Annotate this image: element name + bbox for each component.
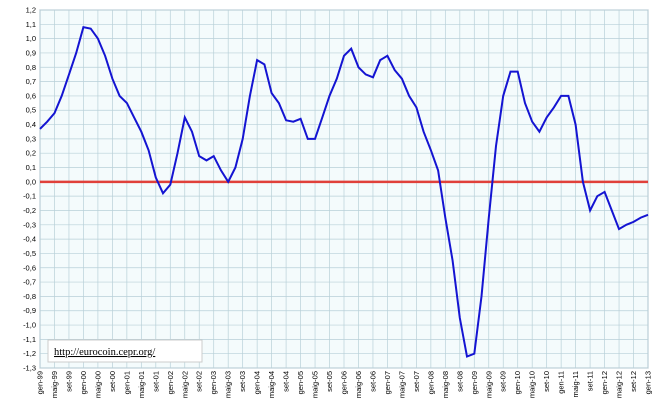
y-tick-label: -1,2 [23, 349, 36, 358]
x-tick-label: gen-06 [340, 371, 349, 394]
x-tick-label: set-09 [499, 371, 508, 392]
y-tick-label: 1,0 [26, 34, 36, 43]
y-tick-label: 0,4 [26, 120, 36, 129]
x-tick-label: maig-01 [137, 371, 146, 398]
y-tick-label: 0,8 [26, 63, 36, 72]
x-tick-label: maig-12 [615, 371, 624, 398]
x-tick-label: gen-09 [470, 371, 479, 394]
x-tick-label: gen-04 [253, 371, 262, 394]
y-tick-label: 0,6 [26, 91, 36, 100]
x-tick-label: maig-00 [93, 371, 102, 398]
x-tick-label: set-05 [325, 371, 334, 392]
x-tick-label: set-03 [238, 371, 247, 392]
x-tick-label: maig-02 [180, 371, 189, 398]
y-tick-label: -0,2 [23, 206, 36, 215]
x-tick-label: maig-05 [311, 371, 320, 398]
x-tick-label: maig-10 [528, 371, 537, 398]
x-tick-label: set-11 [586, 371, 595, 391]
y-tick-label: -0,9 [23, 306, 36, 315]
y-tick-label: -1,0 [23, 321, 36, 330]
y-tick-label: 0,9 [26, 48, 36, 57]
y-tick-label: 0,1 [26, 163, 36, 172]
x-tick-label: set-04 [282, 371, 291, 392]
x-tick-label: maig-08 [441, 371, 450, 398]
x-tick-label: set-01 [151, 371, 160, 392]
x-tick-label: gen-12 [600, 371, 609, 394]
y-tick-label: -0,4 [23, 235, 36, 244]
x-tick-label: gen-10 [513, 371, 522, 394]
y-tick-label: 0,2 [26, 149, 36, 158]
x-tick-label: gen-99 [36, 371, 45, 394]
y-tick-label: 0,5 [26, 106, 36, 115]
y-tick-label: -0,7 [23, 278, 36, 287]
x-tick-label: gen-11 [557, 371, 566, 394]
y-tick-label: 1,1 [26, 20, 36, 29]
x-tick-label: gen-05 [296, 371, 305, 394]
y-tick-label: -1,3 [23, 364, 36, 373]
x-tick-label: set-02 [195, 371, 204, 392]
y-tick-label: -0,5 [23, 249, 36, 258]
x-tick-label: set-10 [542, 371, 551, 392]
y-tick-label: 1,2 [26, 6, 36, 15]
x-tick-label: maig-07 [397, 371, 406, 398]
x-tick-label: set-07 [412, 371, 421, 392]
y-tick-label: -0,8 [23, 292, 36, 301]
annotation-link[interactable]: http://eurocoin.cepr.org/ [54, 347, 155, 358]
x-tick-label: set-99 [64, 371, 73, 392]
y-tick-label: -0,1 [23, 192, 36, 201]
annotation-box [47, 339, 203, 363]
x-tick-label: maig-04 [267, 371, 276, 398]
y-tick-label: -0,6 [23, 263, 36, 272]
x-tick-label: gen-08 [426, 371, 435, 394]
x-tick-label: set-12 [629, 371, 638, 392]
x-tick-label: gen-01 [122, 371, 131, 394]
x-tick-label: gen-02 [166, 371, 175, 394]
data-line [39, 26, 649, 358]
y-tick-label: -0,3 [23, 220, 36, 229]
y-tick-label: -1,1 [23, 335, 36, 344]
x-tick-label: set-08 [455, 371, 464, 392]
x-tick-label: gen-03 [209, 371, 218, 394]
x-tick-label: maig-03 [224, 371, 233, 398]
x-tick-label: maig-09 [484, 371, 493, 398]
x-tick-label: gen-00 [79, 371, 88, 394]
x-tick-label: maig-11 [571, 371, 580, 398]
x-tick-label: set-00 [108, 371, 117, 392]
y-tick-label: 0,0 [26, 177, 36, 186]
x-tick-label: set-06 [368, 371, 377, 392]
x-tick-label: maig-06 [354, 371, 363, 398]
x-tick-label: gen-13 [644, 371, 653, 394]
y-tick-label: 0,7 [26, 77, 36, 86]
y-tick-label: 0,3 [26, 134, 36, 143]
x-tick-label: gen-07 [383, 371, 392, 394]
x-tick-label: maig-99 [50, 371, 59, 398]
